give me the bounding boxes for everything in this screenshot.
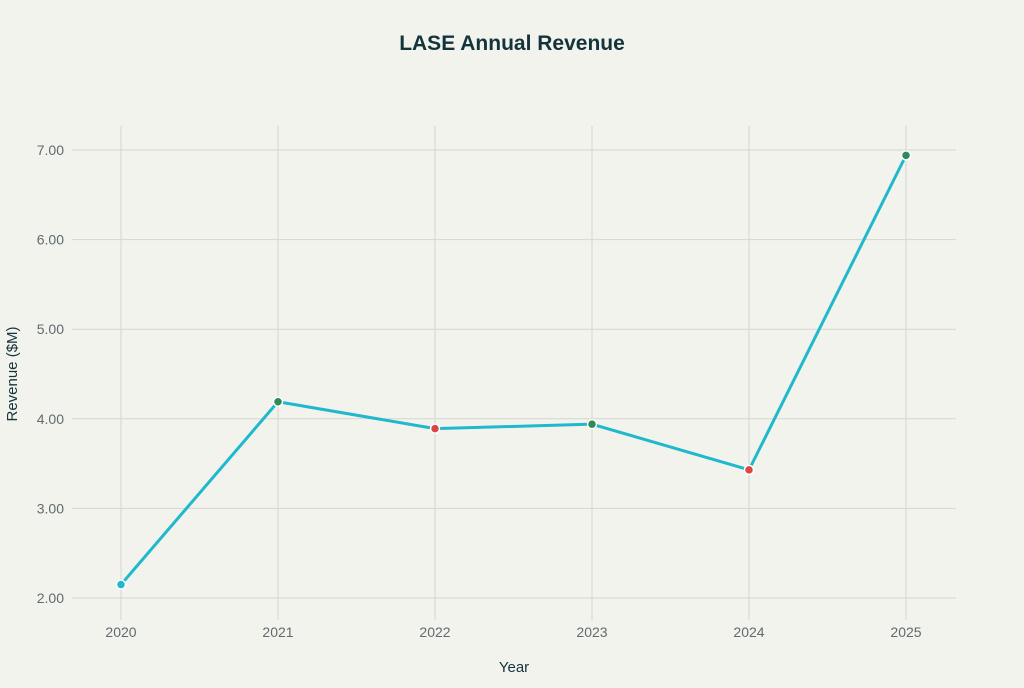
y-axis-label: Revenue ($M) <box>4 326 21 421</box>
x-tick-label: 2021 <box>262 624 293 640</box>
x-axis-label: Year <box>499 659 529 676</box>
grid <box>72 126 956 620</box>
y-tick-label: 4.00 <box>37 411 64 427</box>
y-tick-label: 2.00 <box>37 590 64 606</box>
x-tick-label: 2022 <box>419 624 450 640</box>
y-tick-label: 7.00 <box>37 142 64 158</box>
data-point-2025[interactable] <box>900 150 912 161</box>
x-tick-label: 2020 <box>105 624 136 640</box>
chart-title: LASE Annual Revenue <box>399 32 625 55</box>
x-tick-label: 2023 <box>576 624 607 640</box>
data-point-2021[interactable] <box>272 396 284 408</box>
y-tick-label: 5.00 <box>37 321 64 337</box>
y-axis-ticks: 2.00 3.00 4.00 5.00 6.00 7.00 <box>37 142 64 606</box>
series-line <box>119 154 908 586</box>
data-point-2022[interactable] <box>429 423 441 434</box>
y-tick-label: 6.00 <box>37 232 64 248</box>
data-point-2024[interactable] <box>743 464 755 476</box>
data-point-2020[interactable] <box>115 579 127 590</box>
y-tick-label: 3.00 <box>37 500 64 516</box>
x-tick-label: 2024 <box>733 624 764 640</box>
markers <box>115 150 912 590</box>
data-point-2023[interactable] <box>586 418 598 430</box>
x-tick-label: 2025 <box>890 624 921 640</box>
x-axis-ticks: 2020 2021 2022 2023 2024 2025 <box>105 624 921 640</box>
